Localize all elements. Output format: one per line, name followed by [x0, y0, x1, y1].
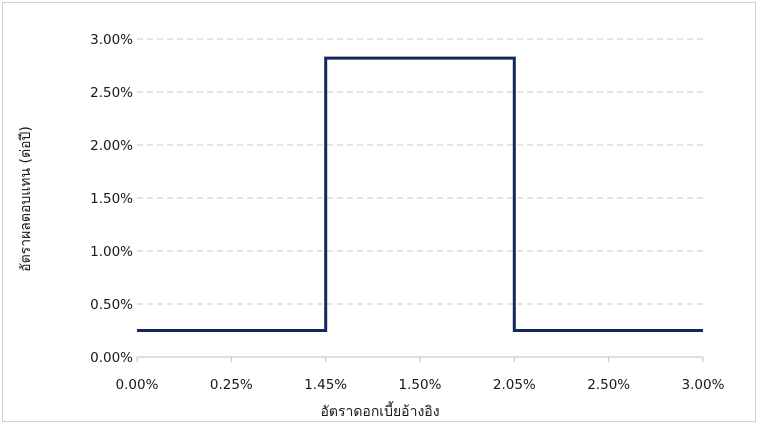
y-tick-labels: 0.00% 0.50% 1.00% 1.50% 2.00% 2.50% 3.00% [90, 32, 133, 366]
x-tick-label: 3.00% [682, 377, 725, 393]
series [137, 56, 703, 332]
y-axis-title: อัตราผลตอบแทน (ต่อปี) [18, 126, 34, 272]
y-tick-label: 0.50% [90, 297, 133, 313]
x-tick-labels: 0.00% 0.25% 1.45% 1.50% 2.05% 2.50% 3.00% [116, 377, 725, 393]
x-tick-label: 0.25% [210, 377, 253, 393]
rate-chart: 0.00% 0.50% 1.00% 1.50% 2.00% 2.50% 3.00% 0.00… [18, 32, 725, 420]
y-tick-label: 2.50% [90, 85, 133, 101]
axes [136, 356, 704, 362]
x-tick-label: 0.00% [116, 377, 159, 393]
x-tick-label: 2.05% [493, 377, 536, 393]
y-tick-label: 1.50% [90, 191, 133, 207]
gridlines [137, 38, 703, 305]
y-tick-label: 0.00% [90, 350, 133, 366]
y-tick-label: 2.00% [90, 138, 133, 154]
x-tick-label: 1.50% [399, 377, 442, 393]
x-axis-title: อัตราดอกเบี้ยอ้างอิง [320, 401, 439, 420]
x-tick-label: 2.50% [587, 377, 630, 393]
x-tick-label: 1.45% [304, 377, 347, 393]
series-line [137, 56, 703, 332]
y-tick-label: 3.00% [90, 32, 133, 48]
y-tick-label: 1.00% [90, 244, 133, 260]
